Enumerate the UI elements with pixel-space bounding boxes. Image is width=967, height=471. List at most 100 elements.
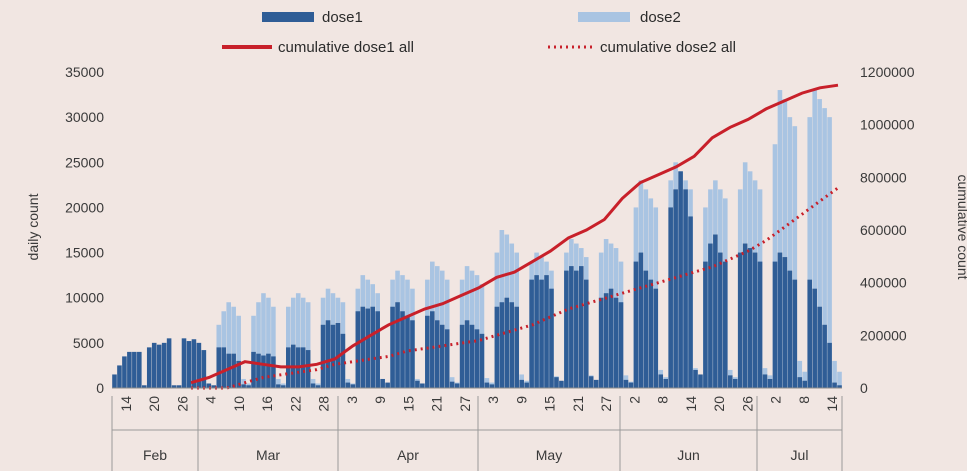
bar-dose1: [554, 377, 559, 388]
bar-dose1: [459, 324, 465, 388]
bar-dose1: [156, 344, 162, 388]
bar-dose1: [405, 315, 410, 388]
x-tick-label: 21: [429, 396, 445, 412]
bar-dose2: [236, 315, 241, 388]
bar-dose1: [464, 320, 470, 388]
bar-dose2: [807, 117, 813, 389]
bar-dose1: [524, 382, 529, 388]
x-tick-label: 28: [316, 396, 332, 412]
legend-label-cum-dose1: cumulative dose1 all: [278, 39, 414, 56]
bar-dose2: [241, 378, 246, 388]
bar-dose1: [330, 324, 336, 388]
bar-dose1: [504, 297, 510, 388]
bar-dose1: [276, 384, 281, 388]
x-tick-label: 3: [485, 396, 501, 404]
bar-dose1: [246, 385, 251, 388]
bar-dose1: [226, 353, 231, 388]
bar-dose1: [410, 320, 415, 388]
x-tick-label: 4: [203, 396, 219, 404]
bar-dose1: [281, 385, 286, 388]
bar-dose1: [648, 279, 654, 388]
bar-dose1: [817, 306, 822, 388]
left-tick-label: 0: [96, 380, 104, 396]
bar-dose1: [628, 382, 634, 388]
bar-dose1: [370, 306, 375, 388]
legend: dose1 dose2 cumulative dose1 all cumulat…: [222, 9, 736, 56]
x-tick-label: 3: [344, 396, 360, 404]
bar-dose1: [683, 189, 688, 388]
cumulative-lines: [190, 83, 839, 390]
bar-dose1: [122, 356, 127, 388]
bar-dose1: [727, 375, 733, 388]
bar-dose1: [618, 302, 624, 388]
bar-dose1: [444, 329, 450, 388]
x-tick-label: 14: [118, 396, 134, 412]
right-axis-title: cumulative count: [955, 174, 967, 279]
bar-dose1: [241, 384, 246, 388]
bar-dose1: [474, 329, 480, 388]
bar-dose1: [698, 374, 703, 388]
bar-dose1: [608, 288, 614, 388]
bar-dose1: [693, 369, 698, 388]
bar-dose1: [385, 382, 390, 388]
bar-dose1: [355, 311, 361, 388]
bar-dose1: [732, 378, 738, 388]
bar-dose1: [767, 378, 773, 388]
bar-dose1: [375, 311, 380, 388]
bar-dose1: [772, 261, 778, 388]
bar-dose1: [588, 376, 594, 388]
bar-dose1: [434, 320, 440, 388]
bar-dose2: [300, 297, 306, 388]
line-cumulative-dose2: [191, 186, 839, 390]
bar-dose1: [221, 347, 227, 388]
bar-dose1: [742, 243, 748, 388]
bar-dose1: [613, 297, 619, 388]
bar-dose1: [752, 252, 758, 388]
bar-dose1: [216, 347, 222, 388]
x-tick-label: 27: [598, 396, 614, 412]
bar-dose1: [390, 306, 395, 388]
bar-dose2: [797, 360, 803, 388]
bar-dose1: [559, 380, 564, 388]
bar-dose1: [802, 380, 808, 388]
bar-dose1: [251, 351, 256, 388]
bar-dose2: [787, 117, 793, 389]
left-tick-label: 5000: [73, 335, 104, 351]
left-tick-label: 35000: [65, 64, 104, 80]
bar-dose1: [787, 270, 793, 388]
bar-dose1: [315, 385, 321, 388]
x-axis-ticks: 14 20 26 4 10 16 22 28 3 9 15 21 27 3 9 15 21 27 2 8 14 20 26 2…: [118, 396, 840, 412]
right-axis-ticks: 0 200000 400000 600000 800000 1000000 1200000: [860, 64, 915, 396]
bar-dose1: [181, 338, 187, 388]
bar-dose1: [479, 333, 485, 388]
bar-dose1: [708, 243, 713, 388]
bar-dose1: [837, 385, 842, 388]
bar-dose1: [320, 324, 326, 388]
bar-dose2: [837, 371, 842, 388]
x-tick-label: 27: [457, 396, 473, 412]
bar-dose1: [792, 279, 798, 388]
bar-dose1: [350, 384, 356, 388]
left-tick-label: 30000: [65, 109, 104, 125]
bar-dose1: [832, 382, 837, 388]
bar-dose1: [256, 353, 261, 388]
bar-dose1: [583, 279, 589, 388]
x-tick-label: 10: [231, 396, 247, 412]
bar-dose2: [261, 293, 266, 388]
bar-dose1: [201, 350, 207, 388]
bar-dose1: [494, 306, 500, 388]
bar-dose1: [757, 261, 763, 388]
series-dose1: [112, 171, 842, 388]
bar-dose1: [713, 234, 718, 388]
bar-dose2: [231, 306, 236, 388]
bar-dose1: [112, 374, 117, 388]
right-tick-label: 600000: [860, 222, 907, 238]
bar-dose1: [519, 379, 524, 388]
bar-dose1: [141, 385, 147, 388]
bar-dose1: [211, 385, 217, 388]
month-label: May: [536, 447, 562, 463]
right-tick-label: 1200000: [860, 64, 915, 80]
bar-dose1: [603, 293, 609, 388]
bar-dose1: [430, 311, 435, 388]
